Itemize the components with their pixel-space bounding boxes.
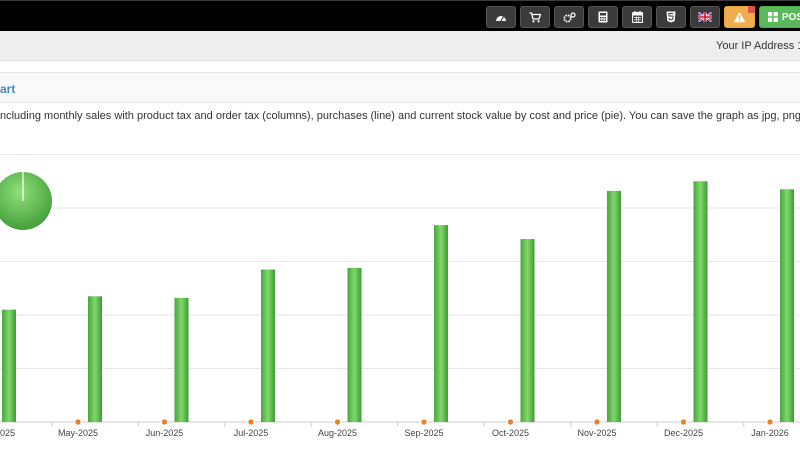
purchase-marker (593, 418, 601, 426)
bar (347, 267, 362, 422)
bar (261, 269, 275, 422)
cogs-icon (562, 11, 576, 23)
flag-uk-icon (698, 12, 712, 22)
x-tick-label: Nov-2025 (577, 428, 616, 438)
purchase-marker (766, 418, 774, 426)
x-tick-label: Jun-2025 (146, 428, 184, 438)
chart-purchase-markers (74, 418, 774, 426)
settings-button[interactable] (554, 6, 584, 28)
purchase-marker (420, 418, 428, 426)
bar (174, 297, 189, 422)
bar (780, 189, 794, 422)
bar (693, 181, 708, 422)
chart-intro-text: ncluding monthly sales with product tax … (0, 110, 800, 122)
chart-x-labels: 025 May-2025 Jun-2025 Jul-2025 Aug-2025 Sep-2… (0, 428, 789, 438)
pie-slice (0, 172, 52, 230)
x-tick-label: Sep-2025 (404, 428, 443, 438)
html5-icon (666, 11, 676, 23)
chart-gridlines (0, 154, 800, 427)
panel-header: art (0, 72, 800, 103)
chart-bars (2, 181, 794, 422)
bar (520, 239, 535, 422)
calendar-button[interactable] (622, 6, 652, 28)
purchase-marker (506, 418, 515, 426)
bar (434, 225, 448, 422)
x-tick-label: Oct-2025 (492, 428, 529, 438)
pos-button[interactable]: POS (759, 6, 800, 28)
pos-icon (768, 12, 778, 22)
cart-icon (529, 11, 541, 22)
sales-chart: 025 May-2025 Jun-2025 Jul-2025 Aug-2025 Sep-2… (0, 154, 800, 438)
bar (607, 190, 621, 422)
calendar-icon (631, 11, 643, 23)
bar (2, 309, 16, 422)
x-tick-label: Dec-2025 (664, 428, 703, 438)
x-tick-label: Jan-2026 (751, 428, 789, 438)
bar (88, 296, 102, 422)
x-tick-label: 025 (0, 428, 15, 438)
pos-label: POS (781, 11, 800, 23)
panel-title: art (0, 82, 16, 96)
x-tick-label: Jul-2025 (234, 428, 269, 438)
cart-button[interactable] (520, 6, 550, 28)
top-navbar: POS (0, 0, 800, 31)
alert-badge-icon (748, 6, 755, 13)
language-button[interactable] (690, 6, 720, 28)
purchase-marker (247, 418, 255, 426)
stock-value-pie (0, 172, 52, 230)
purchase-marker (160, 418, 169, 426)
x-tick-label: Aug-2025 (318, 428, 357, 438)
dashboard-icon (496, 16, 506, 22)
dashboard-button[interactable] (486, 6, 516, 28)
calculator-button[interactable] (588, 6, 618, 28)
calculator-icon (598, 11, 608, 23)
html5-button[interactable] (656, 6, 686, 28)
ip-address-bar: Your IP Address 10 (0, 31, 800, 61)
purchase-marker (74, 418, 82, 426)
alerts-button[interactable] (724, 6, 755, 28)
ip-address-text: Your IP Address 10 (716, 40, 800, 52)
purchase-marker (333, 418, 342, 426)
x-tick-label: May-2025 (58, 428, 98, 438)
alert-icon (733, 11, 746, 23)
purchase-marker (679, 418, 688, 426)
